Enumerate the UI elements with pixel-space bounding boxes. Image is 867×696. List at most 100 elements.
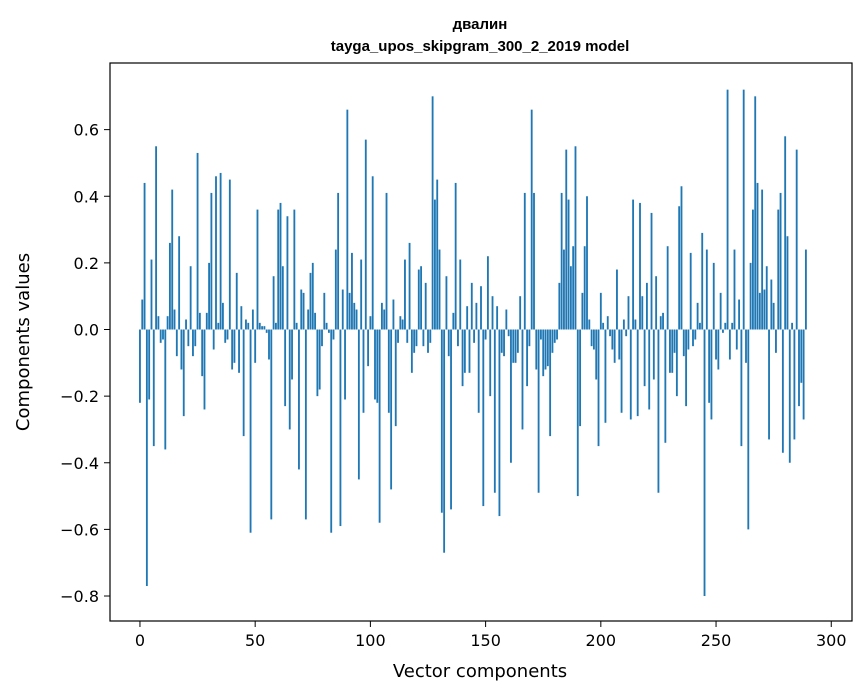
bar-74 — [309, 272, 312, 330]
bar-271 — [763, 289, 766, 330]
bar-148 — [480, 286, 482, 330]
bar-49 — [251, 309, 254, 330]
bar-185 — [565, 149, 568, 330]
bar-223 — [652, 329, 655, 380]
y-tick-label: −0.8 — [60, 587, 99, 606]
bar-284 — [793, 329, 796, 440]
bar-109 — [390, 329, 393, 490]
bar-90 — [346, 109, 349, 330]
bar-232 — [673, 329, 676, 353]
x-axis-label: Vector components — [393, 661, 567, 682]
bar-96 — [360, 259, 363, 330]
bar-194 — [586, 196, 588, 330]
bar-111 — [394, 329, 397, 427]
bar-190 — [576, 329, 579, 497]
bar-247 — [708, 329, 711, 403]
bar-47 — [247, 322, 250, 330]
bar-219 — [643, 329, 646, 387]
bar-187 — [569, 266, 572, 330]
bar-152 — [489, 329, 492, 397]
bar-114 — [401, 319, 404, 330]
bar-279 — [781, 329, 784, 453]
bar-281 — [786, 236, 789, 330]
bar-165 — [519, 296, 522, 330]
bar-0 — [139, 329, 141, 403]
y-tick-label: 0.6 — [74, 121, 99, 140]
bar-158 — [503, 329, 505, 357]
bar-169 — [528, 329, 531, 347]
bar-214 — [632, 199, 635, 330]
bar-86 — [337, 192, 340, 330]
bar-68 — [295, 322, 298, 330]
bar-150 — [484, 329, 487, 340]
bar-120 — [415, 329, 418, 347]
bar-51 — [256, 209, 259, 330]
bar-6 — [152, 329, 155, 447]
bar-255 — [726, 89, 729, 330]
bar-118 — [410, 329, 413, 373]
bar-137 — [454, 182, 457, 330]
bar-54 — [263, 326, 266, 330]
bar-14 — [171, 189, 174, 330]
bar-256 — [728, 329, 731, 360]
bar-34 — [217, 322, 220, 330]
bar-39 — [228, 179, 231, 330]
bar-166 — [521, 329, 524, 430]
bar-2 — [143, 182, 146, 330]
bar-125 — [427, 329, 429, 353]
bar-89 — [344, 329, 346, 400]
bar-76 — [314, 312, 317, 330]
bar-285 — [795, 149, 798, 330]
bar-163 — [514, 329, 517, 363]
bar-253 — [722, 329, 724, 333]
bar-123 — [422, 329, 425, 347]
bar-115 — [404, 259, 406, 330]
bar-112 — [397, 329, 399, 343]
bar-139 — [459, 259, 462, 330]
bar-238 — [687, 329, 690, 350]
bar-25 — [196, 152, 199, 330]
bar-184 — [563, 249, 565, 330]
bar-160 — [507, 329, 510, 337]
bar-12 — [166, 316, 169, 330]
bar-27 — [201, 329, 204, 377]
bar-142 — [466, 306, 469, 330]
bar-202 — [604, 329, 607, 423]
bar-19 — [182, 329, 185, 417]
bar-157 — [500, 329, 503, 353]
bar-174 — [539, 329, 542, 340]
x-tick-label: 100 — [355, 631, 386, 650]
bar-107 — [385, 192, 388, 330]
bar-13 — [168, 242, 171, 330]
bar-37 — [224, 329, 227, 343]
bar-175 — [542, 329, 545, 377]
bar-248 — [710, 329, 713, 420]
bar-75 — [311, 262, 314, 330]
bar-198 — [595, 329, 598, 380]
bar-287 — [800, 329, 803, 383]
bar-17 — [178, 236, 181, 330]
bar-272 — [765, 266, 768, 330]
bar-172 — [535, 329, 538, 370]
bar-70 — [300, 289, 303, 330]
bar-94 — [355, 309, 358, 330]
bar-201 — [602, 322, 605, 330]
bar-146 — [475, 302, 478, 330]
bar-257 — [731, 322, 734, 330]
bar-110 — [392, 299, 395, 330]
x-tick-label: 200 — [586, 631, 617, 650]
bar-191 — [579, 329, 582, 427]
bar-171 — [533, 192, 535, 330]
bar-213 — [629, 329, 632, 420]
bar-231 — [671, 329, 674, 373]
bar-97 — [362, 329, 365, 413]
bar-276 — [775, 329, 777, 353]
bar-147 — [477, 329, 480, 413]
bar-57 — [270, 329, 273, 520]
bar-63 — [284, 329, 287, 407]
bar-173 — [537, 329, 540, 493]
bar-204 — [609, 329, 611, 337]
bar-168 — [526, 329, 529, 387]
bar-186 — [567, 199, 570, 330]
bar-259 — [735, 329, 738, 350]
